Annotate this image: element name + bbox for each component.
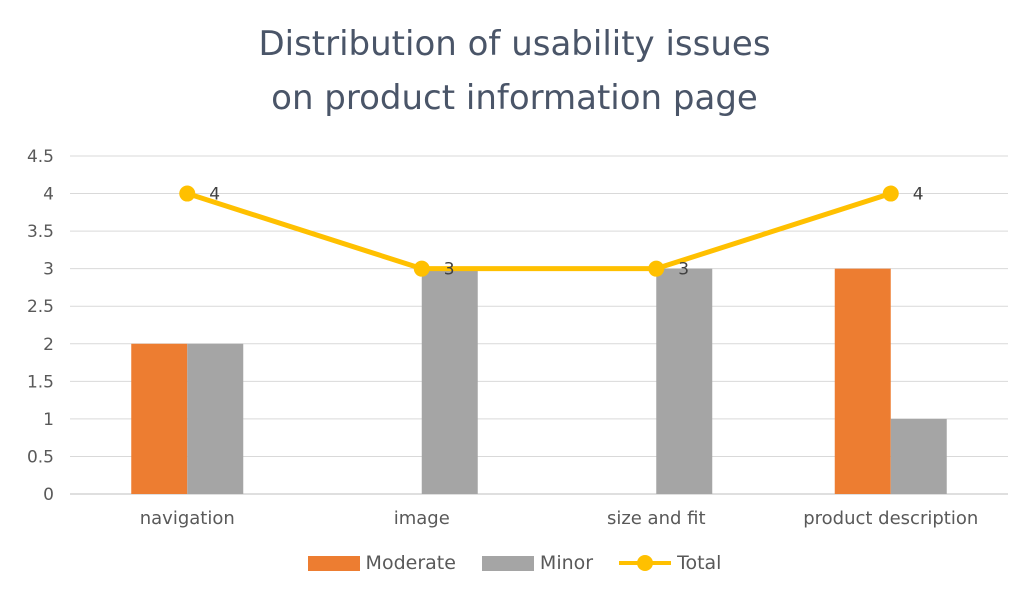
total-line	[186, 191, 892, 272]
legend-label-total: Total	[677, 552, 722, 574]
total-point	[179, 185, 196, 202]
legend-label-minor: Minor	[539, 552, 594, 574]
y-tick-label: 1	[43, 410, 54, 430]
y-tick-label: 0.5	[27, 447, 54, 467]
y-tick-label: 1.5	[27, 372, 54, 392]
bar-minor	[187, 343, 244, 494]
total-point	[648, 260, 665, 277]
legend-item-minor: Minor	[481, 552, 594, 574]
y-tick-label: 2.5	[27, 297, 54, 317]
x-category-label: image	[394, 508, 450, 529]
legend-item-moderate: Moderate	[307, 552, 456, 574]
data-label-total: 3	[678, 260, 689, 280]
total-point	[413, 260, 430, 277]
bar-minor	[890, 418, 947, 494]
y-tick-label: 4.5	[27, 147, 54, 167]
legend-swatch-minor	[481, 555, 534, 571]
legend-item-total: Total	[619, 552, 721, 574]
y-tick-label: 4	[43, 185, 54, 205]
legend-label-moderate: Moderate	[365, 552, 456, 574]
y-tick-label: 3.5	[27, 222, 54, 242]
y-tick-label: 2	[43, 335, 54, 355]
x-category-label: navigation	[140, 508, 235, 529]
bar-minor	[656, 268, 713, 494]
y-tick-label: 0	[43, 485, 54, 505]
data-label-total: 4	[913, 185, 924, 205]
data-label-total: 4	[209, 185, 220, 205]
legend-swatch-total	[619, 553, 672, 573]
bar-minor	[421, 268, 478, 494]
legend-swatch-moderate	[307, 555, 360, 571]
x-category-label: product description	[803, 508, 978, 529]
x-category-label: size and fit	[607, 508, 706, 529]
bar-moderate	[834, 268, 891, 494]
data-label-total: 3	[444, 260, 455, 280]
bar-moderate	[131, 343, 188, 494]
total-point	[882, 185, 899, 202]
y-tick-label: 3	[43, 260, 54, 280]
chart-legend: Moderate Minor Total	[0, 552, 1029, 574]
chart-title-line-1: Distribution of usability issues	[258, 24, 771, 64]
chart-title-line-2: on product information page	[271, 78, 758, 118]
